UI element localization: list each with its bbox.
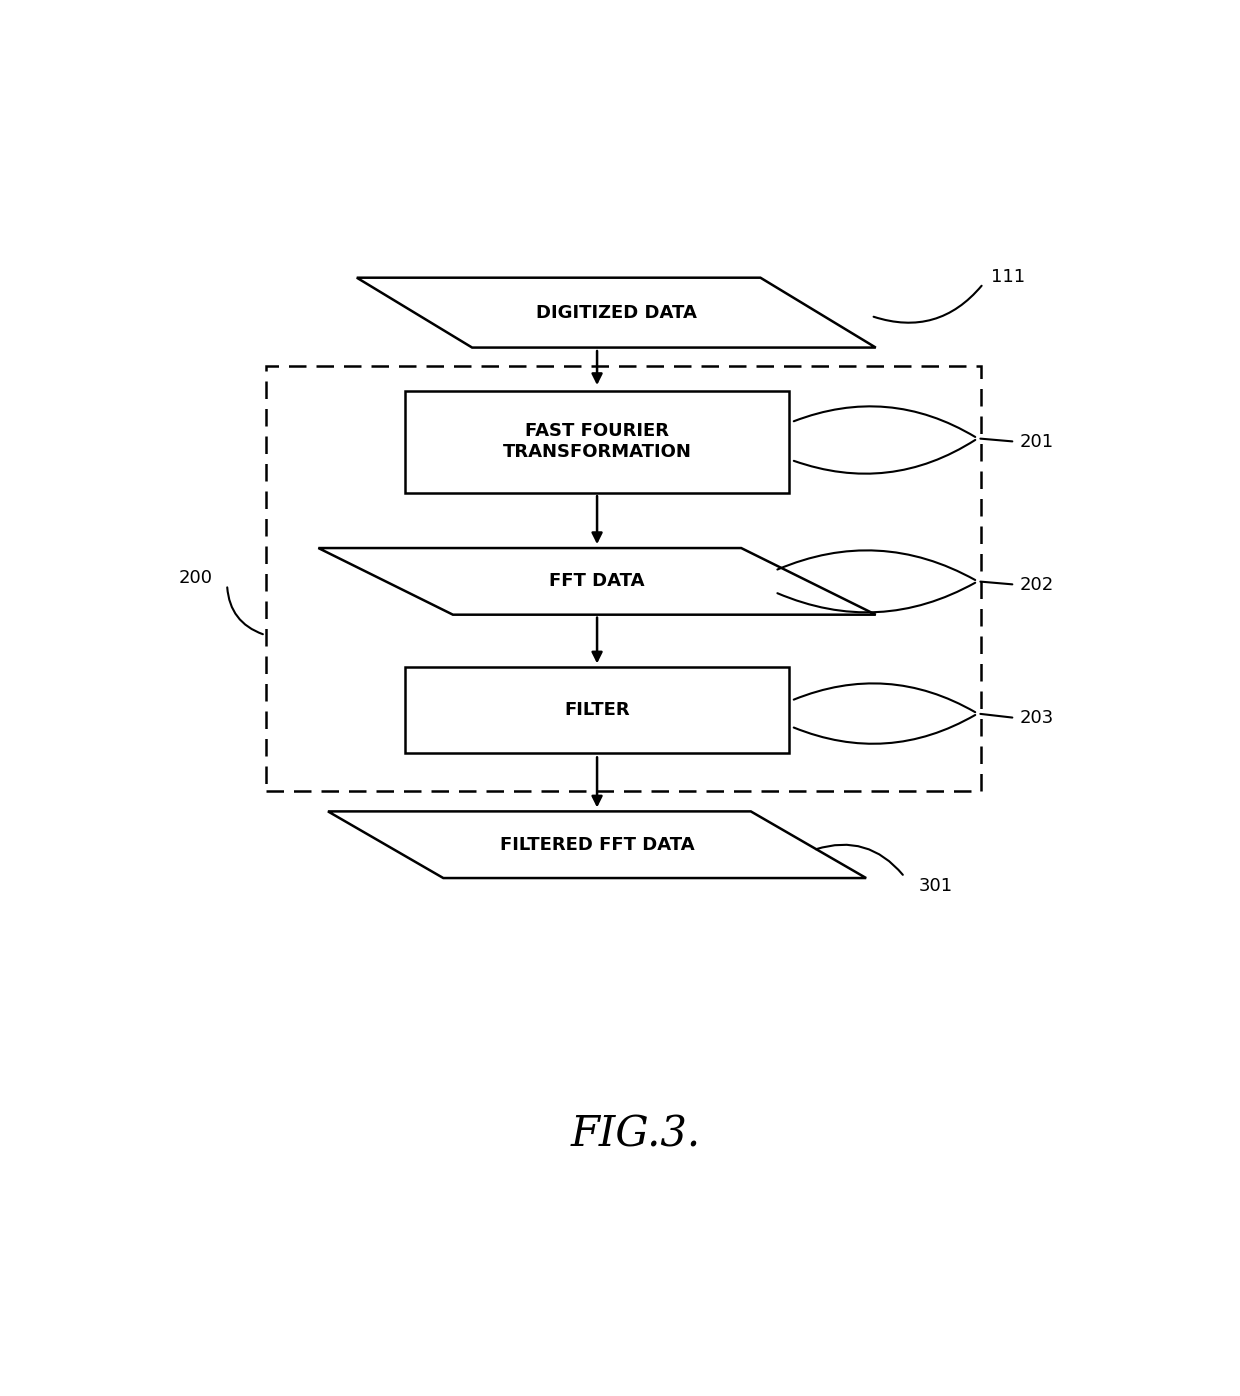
Text: 111: 111: [991, 268, 1025, 286]
Text: DIGITIZED DATA: DIGITIZED DATA: [536, 304, 697, 321]
Text: FIG.3.: FIG.3.: [570, 1114, 701, 1156]
Polygon shape: [327, 811, 866, 878]
Text: 200: 200: [179, 570, 213, 588]
Text: FILTERED FFT DATA: FILTERED FFT DATA: [500, 836, 694, 854]
Text: 202: 202: [1019, 575, 1054, 593]
Text: FFT DATA: FFT DATA: [549, 572, 645, 591]
Text: FILTER: FILTER: [564, 701, 630, 719]
Polygon shape: [319, 549, 875, 614]
FancyBboxPatch shape: [404, 667, 789, 754]
Text: 201: 201: [1019, 433, 1054, 451]
Text: 301: 301: [919, 877, 954, 895]
Text: FAST FOURIER
TRANSFORMATION: FAST FOURIER TRANSFORMATION: [502, 422, 692, 461]
FancyBboxPatch shape: [404, 391, 789, 493]
Polygon shape: [357, 278, 875, 348]
Text: 203: 203: [1019, 709, 1054, 727]
